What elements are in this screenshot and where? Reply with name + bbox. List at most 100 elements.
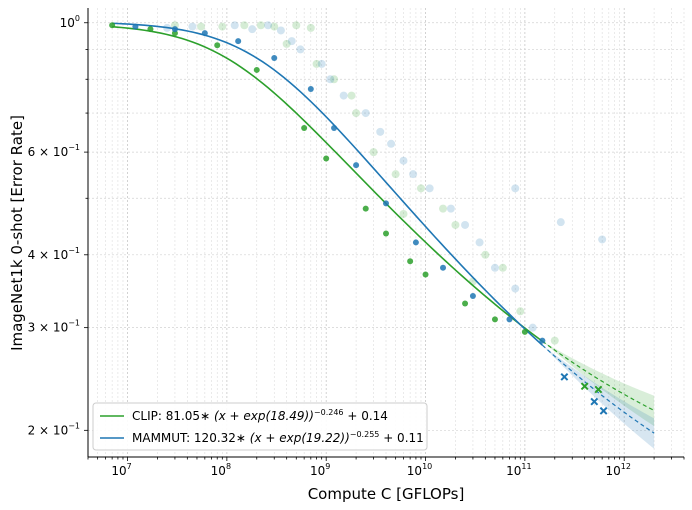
scatter-point-clip [416, 184, 425, 193]
scatter-point-clip [481, 250, 490, 259]
confidence-band-mammut [542, 345, 655, 449]
frontier-point-clip [383, 230, 389, 237]
scatter-point-clip [330, 75, 339, 84]
tick-labels: 107 108 109 1010 1011 1012 100 6 × 10−1 4 × 10−1… [28, 14, 685, 478]
x-tick-label: 109 [310, 462, 330, 478]
y-axis-label: ImageNet1k 0-shot [Error Rate] [8, 115, 26, 351]
scatter-point-mammut [296, 45, 305, 54]
frontier-point-clip [407, 258, 414, 265]
frontier-point-mammut [171, 26, 178, 33]
scatter-point-mammut [376, 127, 385, 136]
heldout-stroke [590, 397, 599, 406]
scatter-point-clip [306, 23, 315, 32]
heldout-marker-mammut [590, 397, 599, 406]
x-tick-label: 107 [111, 462, 131, 478]
scatter-point-mammut [317, 59, 326, 68]
frontier-point-clip [147, 26, 154, 33]
scatter-point-mammut [461, 220, 470, 229]
scatter-point-mammut [598, 235, 607, 244]
scatter-point-mammut [511, 284, 520, 293]
frontier-point-mammut [440, 264, 447, 271]
scatter-point-mammut [425, 184, 434, 193]
scatter-point-clip [292, 21, 301, 30]
confidence-band-clip [542, 341, 655, 427]
y-tick-label: 6 × 10−1 [28, 143, 80, 159]
scatter-point-mammut [387, 139, 396, 148]
scatter-point-mammut [264, 21, 273, 30]
scatter-point-clip [399, 209, 408, 218]
heldout-stroke [560, 372, 569, 381]
frontier-point-clip [109, 22, 116, 29]
legend: CLIP: 81.05∗ (x + exp(18.49))−0.246 + 0.… [92, 402, 428, 451]
x-tick-label: 108 [211, 462, 231, 478]
legend-box [92, 402, 428, 451]
heldout-marker-clip [594, 385, 603, 394]
frontier-point-clip [521, 328, 528, 335]
x-tick-label: 1010 [407, 462, 432, 478]
scatter-point-clip [240, 21, 249, 30]
scatter-point-mammut [475, 238, 484, 247]
frontier-point-clip [253, 66, 260, 73]
heldout-marker-mammut [599, 406, 608, 415]
scatter-point-mammut [188, 22, 197, 31]
scatter-point-mammut [511, 184, 520, 193]
fit-lines [112, 22, 655, 434]
scatter-point-clip [516, 307, 525, 316]
frontier-point-mammut [539, 337, 546, 344]
heldout-stroke [580, 382, 589, 391]
frontier-point-mammut [307, 85, 314, 92]
scatter-point-mammut [556, 218, 565, 227]
scatter-point-clip [498, 263, 507, 272]
scatter-point-mammut [399, 156, 408, 165]
y-tick-label: 2 × 10−1 [28, 421, 80, 437]
scatter-point-clip [451, 220, 460, 229]
frontier-points [109, 22, 546, 344]
scatter-point-clip [352, 109, 361, 118]
frontier-point-mammut [412, 239, 419, 246]
scatter-point-clip [312, 59, 321, 68]
scatter-point-mammut [287, 37, 296, 46]
frontier-point-clip [491, 316, 498, 323]
heldout-marker-clip [580, 382, 589, 391]
frontier-point-mammut [353, 162, 360, 169]
x-tick-label: 1012 [605, 462, 630, 478]
frontier-point-mammut [506, 316, 513, 323]
confidence-bands [542, 341, 655, 449]
legend-entry-mammut: MAMMUT: 120.32∗ (x + exp(19.22))−0.255 +… [132, 430, 424, 445]
y-tick-label: 100 [60, 14, 80, 30]
scatter-point-mammut [230, 21, 239, 30]
frontier-point-mammut [383, 200, 389, 207]
grid [87, 8, 685, 457]
scatter-point-mammut [326, 75, 335, 84]
scatter-point-clip [439, 204, 448, 213]
scatter-point-clip [256, 21, 265, 30]
y-tick-label: 3 × 10−1 [28, 319, 80, 335]
frontier-point-mammut [235, 38, 242, 45]
x-axis-label: Compute C [GFLOPs] [308, 485, 465, 503]
frontier-point-clip [362, 205, 369, 212]
scatter-point-clip [391, 170, 400, 179]
scatter-point-mammut [248, 25, 257, 34]
y-tick-label: 4 × 10−1 [28, 246, 80, 262]
scatter-point-clip [347, 91, 356, 100]
frontier-point-mammut [132, 23, 139, 30]
frontier-point-clip [422, 271, 429, 278]
extrapolation-line-mammut [541, 344, 655, 434]
scatter-point-clip [270, 22, 279, 31]
legend-entry-clip: CLIP: 81.05∗ (x + exp(18.49))−0.246 + 0.… [132, 408, 388, 423]
frontier-point-mammut [201, 30, 208, 37]
scatter-point-mammut [528, 323, 537, 332]
fit-line-clip [112, 25, 543, 342]
scatter-point-clip [550, 336, 559, 345]
heldout-stroke [594, 385, 603, 394]
extrapolation-line-clip [541, 340, 655, 411]
scatter-point-mammut [446, 204, 455, 213]
heldout-points [560, 372, 608, 415]
scatter-point-clip [218, 22, 227, 31]
scatter-point-mammut [276, 26, 285, 35]
frontier-point-mammut [331, 124, 338, 131]
frontier-point-mammut [469, 292, 476, 299]
scatter-point-mammut [490, 263, 499, 272]
scatter-point-mammut [409, 170, 418, 179]
